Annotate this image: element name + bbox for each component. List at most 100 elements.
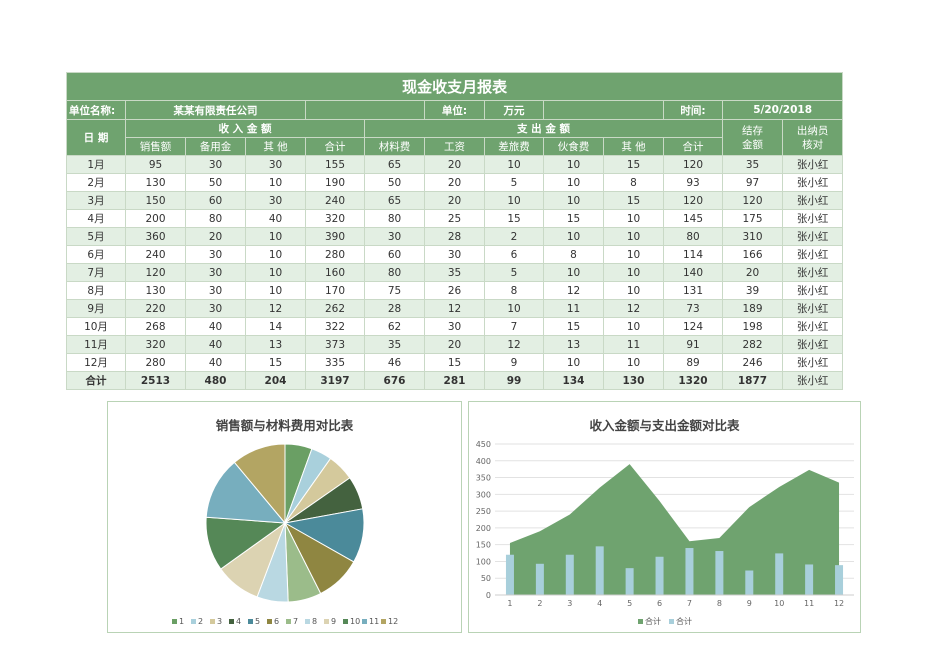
area-chart-panel[interactable]: 收入金额与支出金额对比表 0 50 100 150 200 250 300 350 400 450… [468,401,861,633]
table-cell[interactable]: 15 [484,209,544,228]
table-cell[interactable]: 120 [663,155,723,174]
table-cell[interactable]: 10 [543,353,604,372]
bar-total-expense[interactable] [715,551,724,595]
table-cell[interactable]: 15 [603,155,664,174]
table-cell[interactable]: 10 [484,191,544,210]
table-cell[interactable]: 10 [543,227,604,246]
table-cell[interactable]: 张小红 [781,353,844,372]
total-cell[interactable]: 130 [603,371,664,390]
table-cell[interactable]: 10 [245,263,306,282]
pie-chart-panel[interactable]: 销售额与材料费用对比表 1 2 3 4 5 6 7 8 9 10 11 12 [107,401,462,633]
bar-total-expense[interactable] [595,546,604,595]
table-cell[interactable]: 12 [484,335,544,354]
bar-total-expense[interactable] [745,570,754,595]
table-cell[interactable]: 8月 [66,281,126,300]
table-cell[interactable]: 189 [722,299,783,318]
table-cell[interactable]: 30 [185,299,246,318]
table-cell[interactable]: 310 [722,227,783,246]
table-cell[interactable]: 张小红 [781,173,844,192]
table-cell[interactable]: 10 [543,263,604,282]
table-cell[interactable]: 10月 [66,317,126,336]
table-cell[interactable]: 10 [245,281,306,300]
table-cell[interactable]: 145 [663,209,723,228]
table-cell[interactable]: 390 [305,227,365,246]
table-cell[interactable]: 130 [125,173,186,192]
table-cell[interactable]: 175 [722,209,783,228]
table-cell[interactable]: 20 [722,263,783,282]
table-cell[interactable]: 40 [245,209,306,228]
table-cell[interactable]: 张小红 [781,299,844,318]
table-cell[interactable]: 张小红 [781,245,844,264]
table-cell[interactable]: 166 [722,245,783,264]
table-cell[interactable]: 30 [364,227,425,246]
table-cell[interactable]: 30 [245,191,306,210]
bar-total-expense[interactable] [685,548,694,595]
table-cell[interactable]: 39 [722,281,783,300]
table-cell[interactable]: 80 [364,263,425,282]
table-cell[interactable]: 280 [125,353,186,372]
table-cell[interactable]: 8 [543,245,604,264]
pie-slice[interactable] [233,443,286,525]
table-cell[interactable]: 15 [424,353,485,372]
table-cell[interactable]: 12 [603,299,664,318]
table-cell[interactable]: 15 [245,353,306,372]
pie-slice[interactable] [205,461,287,524]
table-cell[interactable]: 张小红 [781,191,844,210]
table-cell[interactable]: 10 [603,317,664,336]
table-cell[interactable]: 14 [245,317,306,336]
table-cell[interactable]: 120 [663,191,723,210]
table-cell[interactable]: 140 [663,263,723,282]
total-cell[interactable]: 3197 [305,371,365,390]
table-cell[interactable]: 124 [663,317,723,336]
table-cell[interactable]: 97 [722,173,783,192]
table-cell[interactable]: 80 [663,227,723,246]
bar-total-expense[interactable] [505,554,514,595]
bar-total-expense[interactable] [535,563,544,595]
table-cell[interactable]: 10 [484,155,544,174]
total-cell[interactable]: 676 [364,371,425,390]
table-cell[interactable]: 张小红 [781,155,844,174]
table-cell[interactable]: 35 [364,335,425,354]
table-cell[interactable]: 10 [603,353,664,372]
total-cell[interactable]: 合计 [66,371,126,390]
table-cell[interactable]: 8 [484,281,544,300]
table-cell[interactable]: 46 [364,353,425,372]
table-cell[interactable]: 4月 [66,209,126,228]
time-value[interactable]: 5/20/2018 [721,100,844,120]
area-series-total-income[interactable] [509,464,840,595]
table-cell[interactable]: 246 [722,353,783,372]
table-cell[interactable]: 240 [125,245,186,264]
table-cell[interactable]: 30 [185,263,246,282]
table-cell[interactable]: 25 [424,209,485,228]
bar-total-expense[interactable] [835,565,844,595]
table-cell[interactable]: 1月 [66,155,126,174]
total-cell[interactable]: 2513 [125,371,186,390]
table-cell[interactable]: 130 [125,281,186,300]
table-cell[interactable]: 6月 [66,245,126,264]
total-cell[interactable]: 1877 [722,371,783,390]
table-cell[interactable]: 20 [424,173,485,192]
table-cell[interactable]: 282 [722,335,783,354]
table-cell[interactable]: 40 [185,335,246,354]
table-cell[interactable]: 120 [125,263,186,282]
table-cell[interactable]: 张小红 [781,281,844,300]
table-cell[interactable]: 262 [305,299,365,318]
table-cell[interactable]: 10 [543,191,604,210]
table-cell[interactable]: 10 [603,245,664,264]
table-cell[interactable]: 35 [722,155,783,174]
table-cell[interactable]: 60 [364,245,425,264]
table-cell[interactable]: 10 [245,245,306,264]
table-cell[interactable]: 30 [185,245,246,264]
table-cell[interactable]: 80 [364,209,425,228]
table-cell[interactable]: 20 [185,227,246,246]
total-cell[interactable]: 张小红 [781,371,844,390]
bar-total-expense[interactable] [655,556,664,595]
total-cell[interactable]: 134 [543,371,604,390]
table-cell[interactable]: 3月 [66,191,126,210]
table-cell[interactable]: 5 [484,173,544,192]
bar-total-expense[interactable] [565,554,574,595]
table-cell[interactable]: 198 [722,317,783,336]
table-cell[interactable]: 200 [125,209,186,228]
table-cell[interactable]: 7 [484,317,544,336]
table-cell[interactable]: 12 [245,299,306,318]
